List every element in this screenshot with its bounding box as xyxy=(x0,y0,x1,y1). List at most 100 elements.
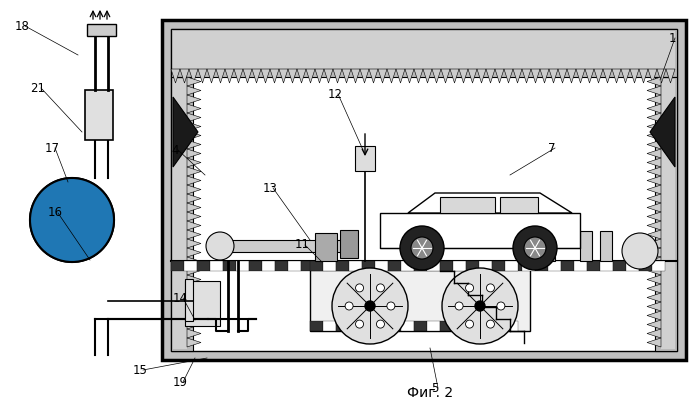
Bar xyxy=(414,261,427,271)
Polygon shape xyxy=(216,69,225,83)
Polygon shape xyxy=(187,338,201,347)
Bar xyxy=(522,261,535,271)
Polygon shape xyxy=(279,69,288,83)
Bar xyxy=(427,261,440,271)
Bar xyxy=(431,261,444,271)
Polygon shape xyxy=(187,113,201,122)
Bar xyxy=(392,261,405,271)
Bar xyxy=(323,321,336,331)
Polygon shape xyxy=(630,69,639,83)
Bar xyxy=(580,231,592,261)
Bar xyxy=(301,261,314,271)
Bar xyxy=(184,261,197,271)
Polygon shape xyxy=(647,230,661,239)
Polygon shape xyxy=(657,69,666,83)
Polygon shape xyxy=(297,69,306,83)
Polygon shape xyxy=(647,311,661,320)
Polygon shape xyxy=(187,239,201,248)
Polygon shape xyxy=(396,69,405,83)
Bar xyxy=(362,321,375,331)
Text: 14: 14 xyxy=(172,291,188,305)
Bar xyxy=(496,261,509,271)
Bar xyxy=(587,261,600,271)
Polygon shape xyxy=(72,220,96,256)
Circle shape xyxy=(332,268,408,344)
Bar xyxy=(262,261,275,271)
Polygon shape xyxy=(585,69,594,83)
Circle shape xyxy=(355,320,364,328)
Polygon shape xyxy=(342,69,351,83)
Circle shape xyxy=(387,302,395,310)
Bar xyxy=(401,321,414,331)
Bar xyxy=(336,261,349,271)
Bar xyxy=(440,261,453,271)
Polygon shape xyxy=(187,212,201,221)
Bar xyxy=(315,233,337,261)
Polygon shape xyxy=(34,220,72,237)
Polygon shape xyxy=(187,257,201,266)
Polygon shape xyxy=(495,69,504,83)
Circle shape xyxy=(30,178,114,262)
Polygon shape xyxy=(187,131,201,140)
Bar xyxy=(171,77,193,351)
Text: 21: 21 xyxy=(31,81,45,94)
Polygon shape xyxy=(414,69,423,83)
Polygon shape xyxy=(647,95,661,104)
Polygon shape xyxy=(450,69,459,83)
Circle shape xyxy=(66,214,78,226)
Polygon shape xyxy=(647,266,661,275)
Polygon shape xyxy=(187,167,201,176)
Circle shape xyxy=(513,226,557,270)
Polygon shape xyxy=(522,69,531,83)
Bar xyxy=(535,261,548,271)
Polygon shape xyxy=(531,69,540,83)
Polygon shape xyxy=(647,302,661,311)
Circle shape xyxy=(442,268,518,344)
Bar xyxy=(288,261,301,271)
Polygon shape xyxy=(187,86,201,95)
Bar xyxy=(185,281,220,326)
Bar xyxy=(171,29,677,77)
Circle shape xyxy=(497,302,505,310)
Bar xyxy=(479,261,492,271)
Bar xyxy=(375,261,388,271)
Polygon shape xyxy=(52,220,72,257)
Polygon shape xyxy=(72,220,110,233)
Polygon shape xyxy=(187,266,201,275)
Circle shape xyxy=(400,226,444,270)
Polygon shape xyxy=(187,311,201,320)
Bar xyxy=(388,261,401,271)
Polygon shape xyxy=(38,193,72,220)
Polygon shape xyxy=(441,69,450,83)
Polygon shape xyxy=(647,275,661,284)
Polygon shape xyxy=(387,69,396,83)
Polygon shape xyxy=(432,69,441,83)
Polygon shape xyxy=(647,293,661,302)
Text: 7: 7 xyxy=(548,141,556,154)
Polygon shape xyxy=(288,69,297,83)
Circle shape xyxy=(487,320,494,328)
Text: 15: 15 xyxy=(133,364,147,376)
Bar xyxy=(639,261,652,271)
Polygon shape xyxy=(324,69,333,83)
Polygon shape xyxy=(187,140,201,149)
Polygon shape xyxy=(576,69,585,83)
Bar xyxy=(613,261,626,271)
Polygon shape xyxy=(666,69,675,83)
Bar xyxy=(479,321,492,331)
Polygon shape xyxy=(187,77,201,86)
Polygon shape xyxy=(360,69,369,83)
Polygon shape xyxy=(333,69,342,83)
Polygon shape xyxy=(647,149,661,158)
Bar xyxy=(349,321,362,331)
Polygon shape xyxy=(558,69,567,83)
Bar xyxy=(600,261,613,271)
Circle shape xyxy=(455,302,463,310)
Bar xyxy=(87,24,116,36)
Bar xyxy=(327,261,340,271)
Circle shape xyxy=(475,301,485,311)
Bar xyxy=(500,197,538,213)
Polygon shape xyxy=(315,69,324,83)
Bar xyxy=(509,261,522,271)
Bar xyxy=(561,261,574,271)
